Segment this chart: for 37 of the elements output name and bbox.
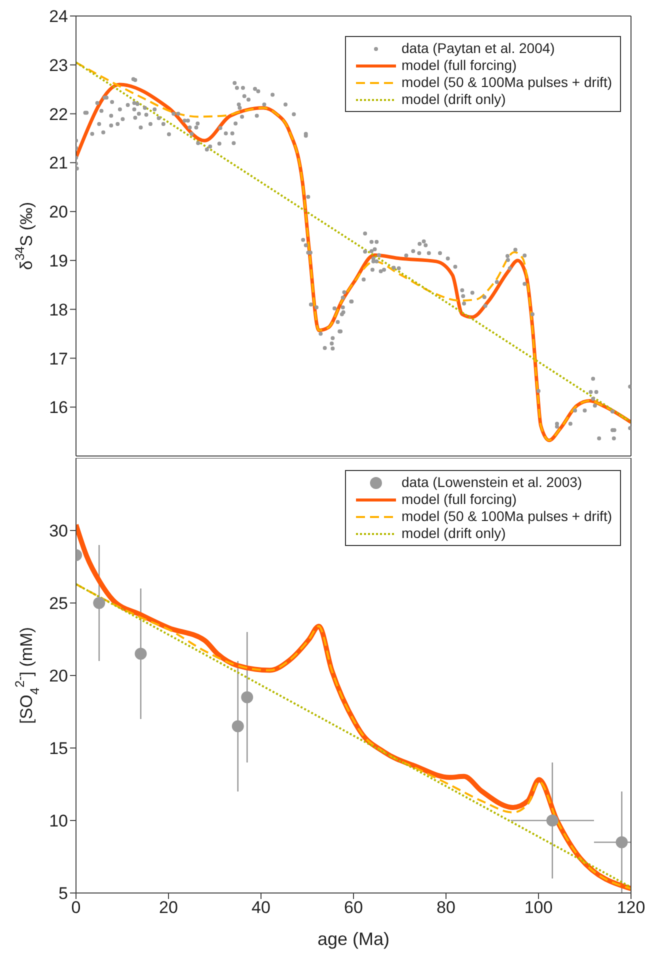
legend-label: model (50 & 100Ma pulses + drift)	[402, 74, 612, 91]
legend-label: data (Lowenstein et al. 2003)	[402, 474, 582, 491]
y-tick-label: 5	[58, 884, 68, 904]
y-tick-label: 22	[49, 104, 68, 124]
x-axis-title: age (Ma)	[317, 929, 390, 949]
y-tick-label: 19	[49, 251, 68, 270]
y-tick-label: 10	[49, 812, 68, 831]
y-tick-label: 30	[49, 522, 68, 541]
point	[232, 720, 244, 732]
x-tick-label: 120	[616, 898, 646, 918]
legend-label: model (full forcing)	[402, 57, 517, 74]
y-tick-label: 24	[49, 7, 68, 26]
legend-label: model (drift only)	[402, 525, 506, 542]
y-tick-label: 25	[49, 594, 68, 614]
y-tick-label: 20	[49, 666, 68, 686]
x-tick-label: 0	[71, 898, 81, 918]
x-tick-label: 100	[524, 898, 553, 918]
x-tick-label: 40	[252, 898, 270, 918]
legend-label: data (Paytan et al. 2004)	[402, 40, 555, 57]
y-tick-label: 18	[49, 300, 68, 320]
y-tick-label: 16	[49, 398, 68, 418]
legend-label: model (50 & 100Ma pulses + drift)	[402, 508, 612, 525]
legend-label: model (drift only)	[402, 91, 506, 108]
y-tick-label: 20	[49, 202, 68, 222]
y-tick-label: 21	[49, 154, 68, 173]
y-tick-label: 17	[49, 349, 68, 368]
point	[241, 691, 254, 704]
y-tick-label: 23	[49, 56, 68, 75]
point	[93, 597, 106, 609]
point	[616, 836, 628, 848]
x-tick-label: 20	[159, 898, 178, 918]
y-tick-label: 15	[49, 739, 68, 758]
x-tick-label: 80	[436, 898, 456, 918]
point	[546, 814, 558, 826]
x-tick-label: 60	[344, 898, 363, 918]
point	[134, 648, 147, 660]
legend-label: model (full forcing)	[402, 491, 517, 508]
